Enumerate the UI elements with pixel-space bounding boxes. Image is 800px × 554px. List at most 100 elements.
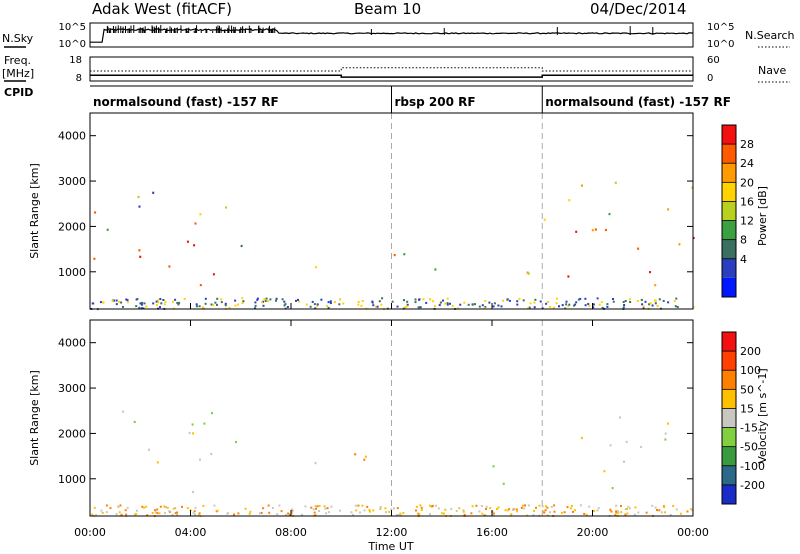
data-point [304,505,307,508]
colorbar-segment [722,182,736,202]
colorbar-tick-label: 200 [740,345,761,358]
data-point [241,297,244,300]
data-point [561,304,564,307]
data-point [481,304,484,307]
colorbar-segment [722,125,736,145]
data-point [244,507,247,510]
colorbar-tick-label: 16 [740,195,754,208]
data-point [553,504,556,507]
data-point [212,273,215,276]
data-point [462,510,465,513]
date-title: 04/Dec/2014 [590,0,686,18]
nave-trace [90,67,693,72]
data-point [254,307,256,310]
xtick-label: 00:00 [677,526,709,539]
data-point [678,243,681,246]
data-point [327,511,330,514]
data-point [99,301,102,304]
data-point [154,509,157,512]
data-point [485,505,488,508]
data-point [444,302,447,305]
velocity-panel: Slant Range [km] 4000 3000 2000 1000 200 100… [28,319,769,518]
data-point [384,507,387,510]
data-point [354,453,357,456]
data-point [264,300,267,302]
data-point [429,298,432,301]
data-point [237,303,239,306]
data-point [210,303,213,306]
data-point [544,509,547,512]
data-point [199,284,202,287]
colorbar-segment [722,163,736,183]
ytick-label: 3000 [58,382,86,395]
freq-unit-label: [MHz] [2,67,34,80]
colorbar-segment [722,427,736,447]
data-point [692,236,695,240]
data-point [550,505,553,508]
noise-panel-frame [89,22,694,48]
data-point [352,513,354,516]
data-point [555,302,558,305]
data-point [627,505,630,508]
colorbar-segment [722,351,736,371]
data-point [500,305,503,308]
data-point [446,303,449,306]
ytick-label: 1000 [58,473,86,486]
data-point [172,300,174,303]
x-axis-label: Time UT [367,540,413,553]
data-point [449,302,451,305]
data-point [481,512,484,515]
data-point [614,181,617,184]
noise-tick-left-high: 10^5 [59,22,86,33]
data-point [467,303,470,306]
colorbar-segment [722,484,736,504]
noise-tick-left-low: 10^0 [59,39,86,50]
data-point [403,253,406,256]
data-point [159,298,162,300]
data-point [295,299,297,302]
data-point [648,303,651,306]
data-point [438,304,441,307]
data-point [633,513,636,516]
data-point [135,512,138,515]
data-point [676,306,679,308]
data-point [420,506,423,509]
freq-tick-left-low: 8 [76,73,82,84]
colorbar-segment [722,446,736,466]
data-point [269,298,272,301]
colorbar-tick-label: 12 [740,215,754,228]
data-point [288,514,291,517]
data-point [617,510,620,513]
data-point [545,302,548,305]
colorbar-frame [721,331,737,505]
data-point [568,199,571,202]
power-yticks: 4000 3000 2000 1000 [58,130,693,279]
data-point [397,513,400,516]
data-point [275,297,278,300]
data-point [414,298,417,301]
data-point [506,298,509,301]
data-point [361,504,364,507]
velocity-yticks: 4000 3000 2000 1000 [58,337,693,486]
data-point [278,504,281,507]
colorbar-tick-label: 4 [740,253,747,266]
data-point [162,299,165,301]
data-point [437,507,440,510]
data-point [283,300,286,303]
data-point [600,301,603,304]
data-point [471,505,474,508]
colorbar-tick-label: -200 [740,479,765,492]
data-point [109,507,112,510]
data-point [146,514,149,517]
velocity-colorbar: 200 100 50 15 -15 -50 -100 -200 [721,331,765,505]
data-point [645,511,648,514]
data-point [606,303,609,306]
colorbar-segment [722,239,736,259]
colorbar-frame [721,124,737,298]
colorbar-tick-label: -15 [740,422,758,435]
colorbar-tick-label: 20 [740,176,754,189]
data-point [651,504,654,507]
xtick-label: 00:00 [74,526,106,539]
data-point [622,301,625,303]
data-point [140,307,143,310]
